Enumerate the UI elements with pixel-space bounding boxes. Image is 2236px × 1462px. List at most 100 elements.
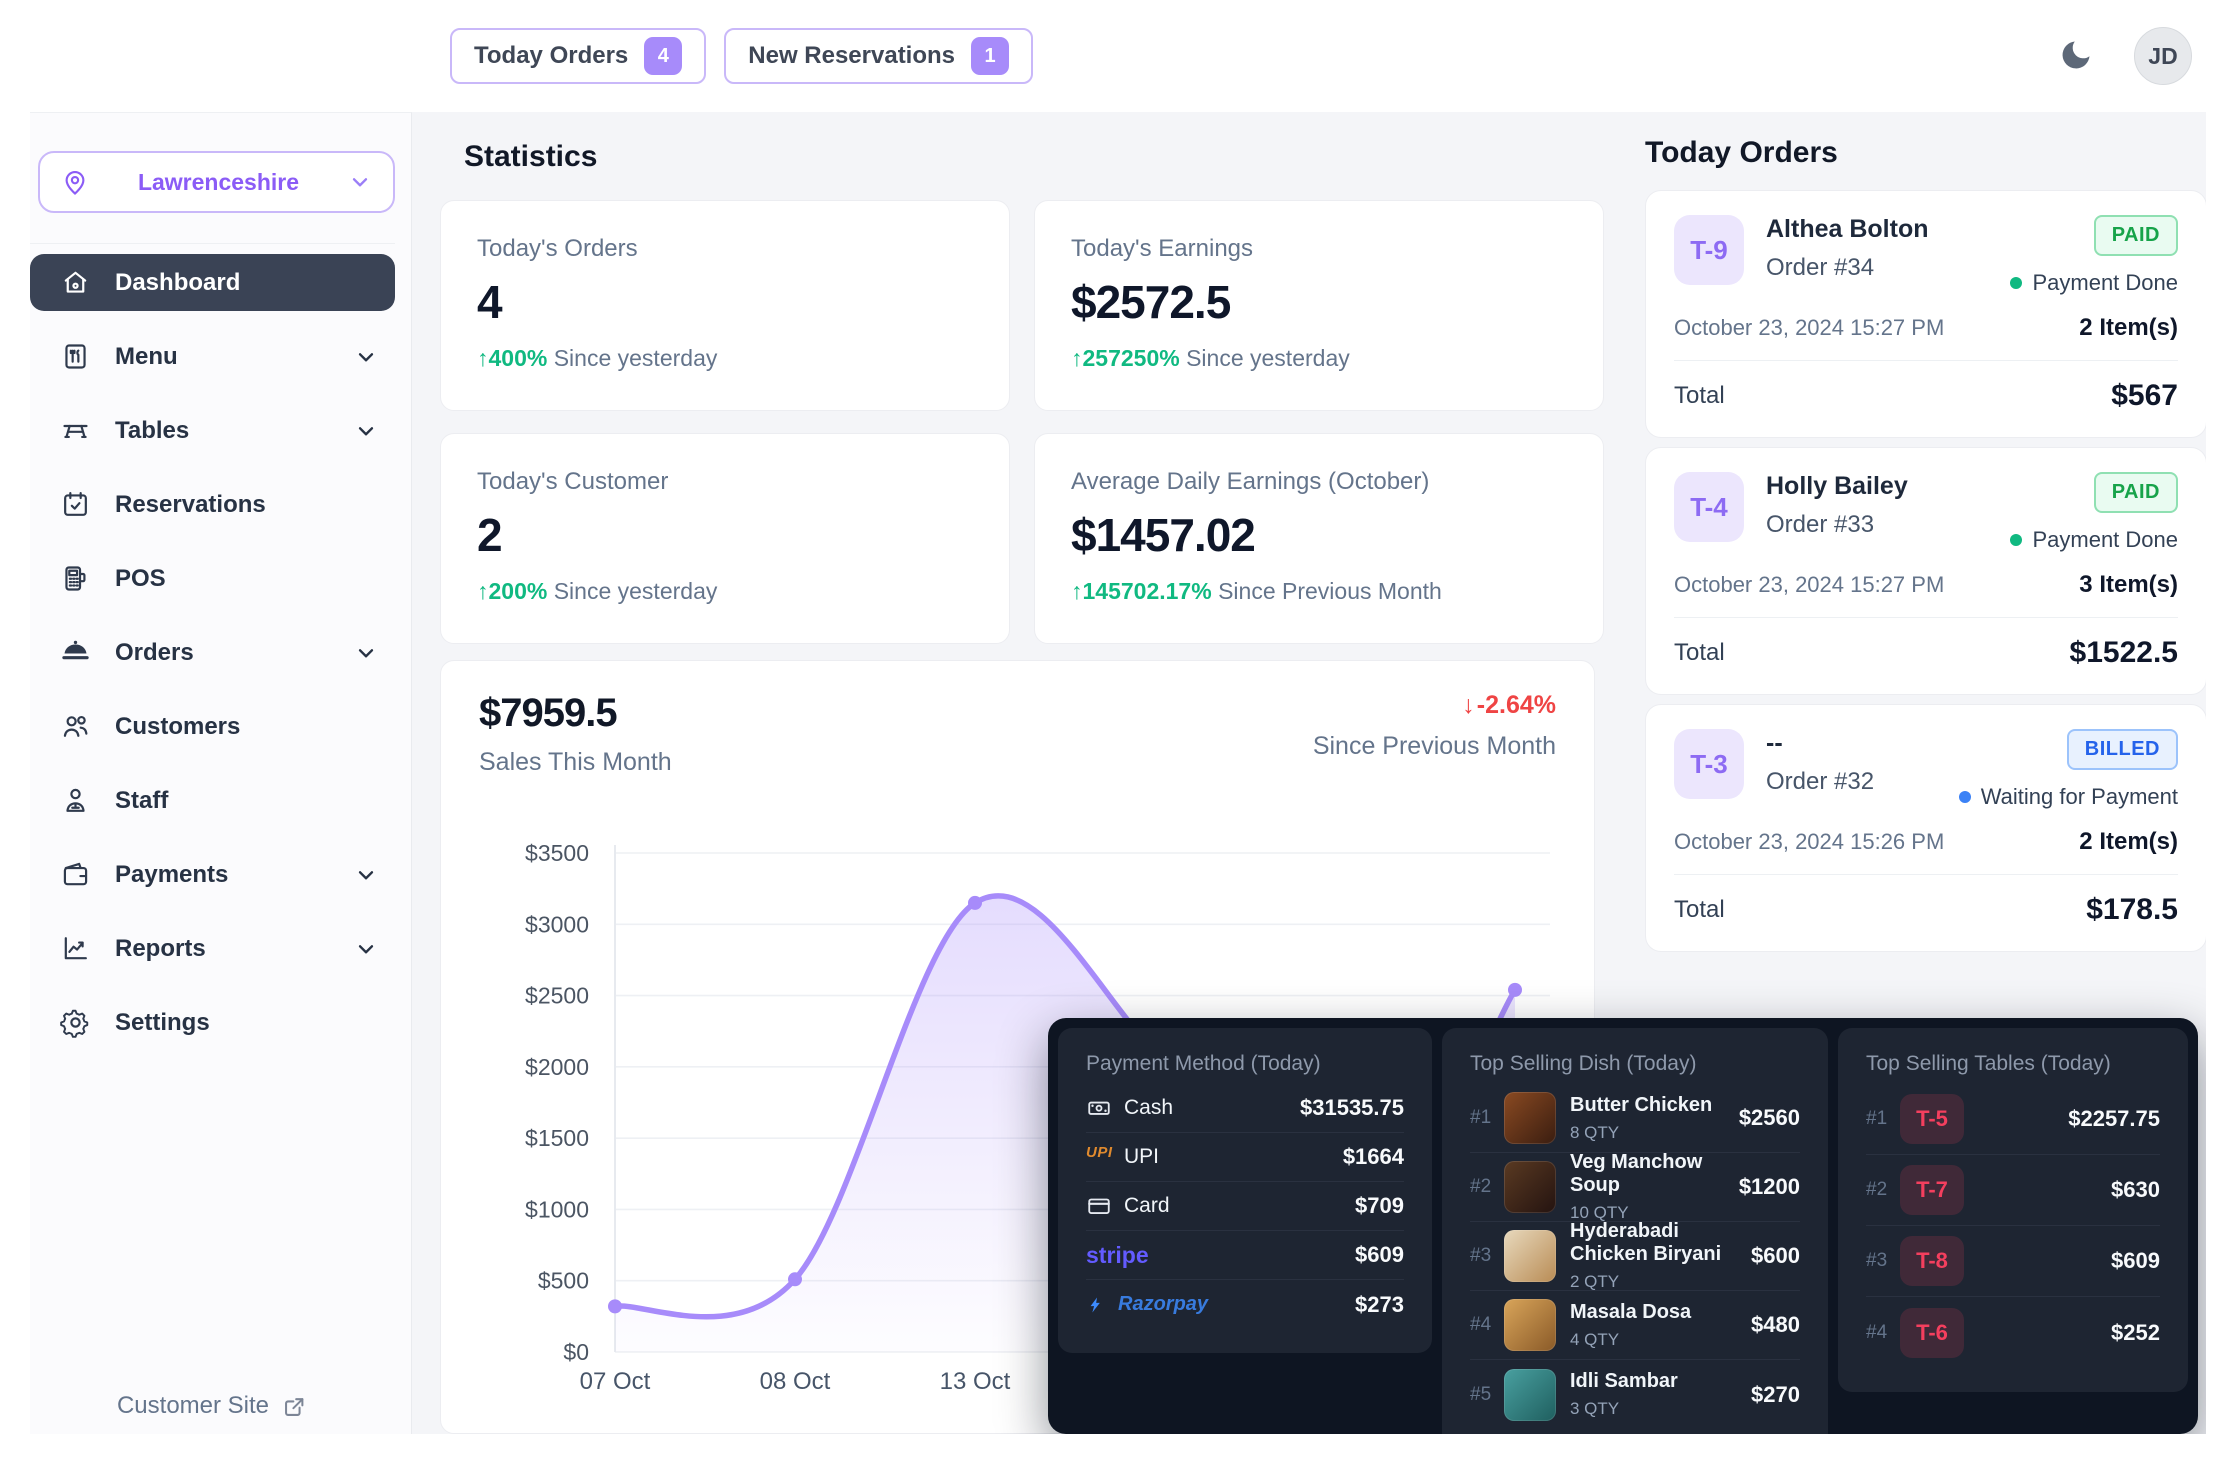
sidebar-item-reports[interactable]: Reports [30, 920, 395, 977]
sidebar-item-tables[interactable]: Tables [30, 402, 395, 459]
top-selling-tables-title: Top Selling Tables (Today) [1866, 1052, 2111, 1075]
customer-name: Holly Bailey [1766, 472, 1908, 500]
payment-method-name: Razorpay [1118, 1293, 1209, 1315]
main-content: Statistics Today's Orders 4 ↑400% Since … [412, 112, 2206, 1434]
dish-qty: 4 QTY [1570, 1329, 1620, 1349]
wallet-icon [60, 859, 91, 890]
rank-label: #2 [1470, 1176, 1492, 1197]
payment-method-row: Card $709 [1086, 1182, 1404, 1231]
table-chip: T-9 [1674, 215, 1744, 285]
table-amount: $630 [2111, 1177, 2160, 1202]
topbar-right: JD [2056, 27, 2192, 85]
stat-card: Today's Earnings $2572.5 ↑257250% Since … [1034, 200, 1604, 411]
dish-photo [1504, 1299, 1556, 1351]
sidebar-item-payments[interactable]: Payments [30, 846, 395, 903]
dark-widgets-overlay: Payment Method (Today) Cash $31535.75 UP… [1048, 1018, 2198, 1434]
banknote-icon [1086, 1095, 1112, 1121]
cloche-icon [60, 637, 91, 668]
razorpay-logo [1086, 1295, 1106, 1315]
sales-total: $7959.5 [479, 691, 618, 735]
today-orders-list: T-9 Althea Bolton Order #34 PAID Payment… [1645, 190, 2206, 952]
payment-method-row: UPI UPI $1664 [1086, 1133, 1404, 1182]
dish-amount: $270 [1751, 1381, 1800, 1407]
top-table-row: #4 T-6 $252 [1866, 1297, 2160, 1368]
today-orders-button[interactable]: Today Orders 4 [450, 28, 707, 84]
customer-name: Althea Bolton [1766, 215, 1929, 243]
moon-icon [2058, 41, 2094, 76]
rank-label: #3 [1866, 1250, 1888, 1271]
sales-delta-suffix: Since Previous Month [1312, 732, 1556, 760]
external-link-icon [281, 1393, 308, 1420]
order-card[interactable]: T-3 -- Order #32 BILLED Waiting for Paym… [1645, 704, 2206, 952]
svg-text:$3000: $3000 [525, 911, 589, 937]
top-selling-tables-panel: Top Selling Tables (Today) #1 T-5 $2257.… [1838, 1028, 2188, 1392]
table-chip-red: T-8 [1900, 1236, 1964, 1286]
svg-text:$500: $500 [538, 1268, 589, 1294]
status-badge: PAID [2093, 472, 2178, 513]
dish-amount: $600 [1751, 1243, 1800, 1268]
order-card[interactable]: T-4 Holly Bailey Order #33 PAID Payment … [1645, 447, 2206, 695]
sidebar-divider [30, 243, 395, 244]
pos-terminal-icon [60, 563, 91, 594]
payment-method-amount: $31535.75 [1300, 1095, 1404, 1120]
today-orders-button-label: Today Orders [474, 42, 629, 69]
stat-card: Average Daily Earnings (October) $1457.0… [1034, 433, 1604, 644]
dish-name: Masala Dosa [1570, 1300, 1692, 1323]
svg-text:07 Oct: 07 Oct [580, 1368, 651, 1395]
statistics-grid: Today's Orders 4 ↑400% Since yesterday T… [440, 200, 1604, 644]
top-dish-row: #4 Masala Dosa 4 QTY $480 [1470, 1291, 1800, 1360]
chevron-down-icon [353, 344, 379, 370]
payment-method-amount: $1664 [1342, 1144, 1404, 1169]
staff-icon [60, 785, 91, 816]
table-amount: $2257.75 [2068, 1106, 2160, 1131]
avatar[interactable]: JD [2134, 27, 2192, 85]
sidebar-item-pos[interactable]: POS [30, 550, 395, 607]
order-datetime: October 23, 2024 15:27 PM [1674, 572, 1945, 597]
status-detail: Payment Done [2032, 527, 2178, 552]
rank-label: #3 [1470, 1245, 1492, 1266]
location-selector[interactable]: Lawrenceshire [38, 151, 395, 213]
location-label: Lawrenceshire [137, 168, 300, 195]
sidebar-item-menu[interactable]: Menu [30, 328, 395, 385]
new-reservations-count-badge: 1 [971, 37, 1010, 75]
top-dish-row: #1 Butter Chicken 8 QTY $2560 [1470, 1084, 1800, 1153]
sidebar-item-staff[interactable]: Staff [30, 772, 395, 829]
payment-method-name: Card [1124, 1194, 1170, 1217]
status-dot [2010, 534, 2023, 546]
sidebar-item-settings[interactable]: Settings [30, 994, 395, 1051]
payment-method-row: Razorpay $273 [1086, 1280, 1404, 1329]
sidebar-item-dashboard[interactable]: Dashboard [30, 254, 395, 311]
svg-text:$2000: $2000 [525, 1054, 589, 1080]
dish-photo [1504, 1368, 1556, 1421]
top-table-row: #3 T-8 $609 [1866, 1226, 2160, 1297]
total-label: Total [1674, 382, 1725, 409]
payment-method-amount: $709 [1355, 1193, 1404, 1218]
order-items-count: 2 Item(s) [2079, 828, 2178, 855]
svg-text:$1000: $1000 [525, 1196, 589, 1222]
payment-method-title: Payment Method (Today) [1086, 1052, 1321, 1075]
order-items-count: 3 Item(s) [2079, 571, 2178, 598]
statistics-title: Statistics [464, 140, 598, 173]
new-reservations-button[interactable]: New Reservations 1 [724, 28, 1034, 84]
dark-mode-toggle[interactable] [2056, 36, 2096, 76]
table-amount: $609 [2111, 1248, 2160, 1273]
order-card[interactable]: T-9 Althea Bolton Order #34 PAID Payment… [1645, 190, 2206, 438]
total-value: $178.5 [2086, 893, 2178, 926]
dish-qty: 10 QTY [1570, 1203, 1629, 1222]
sidebar: Lawrenceshire Dashboard Menu [30, 112, 412, 1434]
dish-amount: $2560 [1738, 1105, 1800, 1130]
sidebar-item-orders[interactable]: Orders [30, 624, 395, 681]
order-number: Order #32 [1766, 768, 1875, 795]
table-icon [60, 415, 91, 446]
rank-label: #1 [1866, 1108, 1888, 1129]
sidebar-item-reservations[interactable]: Reservations [30, 476, 395, 533]
order-datetime: October 23, 2024 15:26 PM [1674, 829, 1945, 854]
status-detail: Waiting for Payment [1980, 784, 2178, 809]
sidebar-item-customers[interactable]: Customers [30, 698, 395, 755]
svg-text:13 Oct: 13 Oct [940, 1368, 1011, 1395]
dish-photo [1504, 1161, 1556, 1213]
order-number: Order #34 [1766, 254, 1875, 281]
customer-site-link[interactable]: Customer Site [30, 1392, 395, 1420]
rank-label: #2 [1866, 1179, 1888, 1200]
